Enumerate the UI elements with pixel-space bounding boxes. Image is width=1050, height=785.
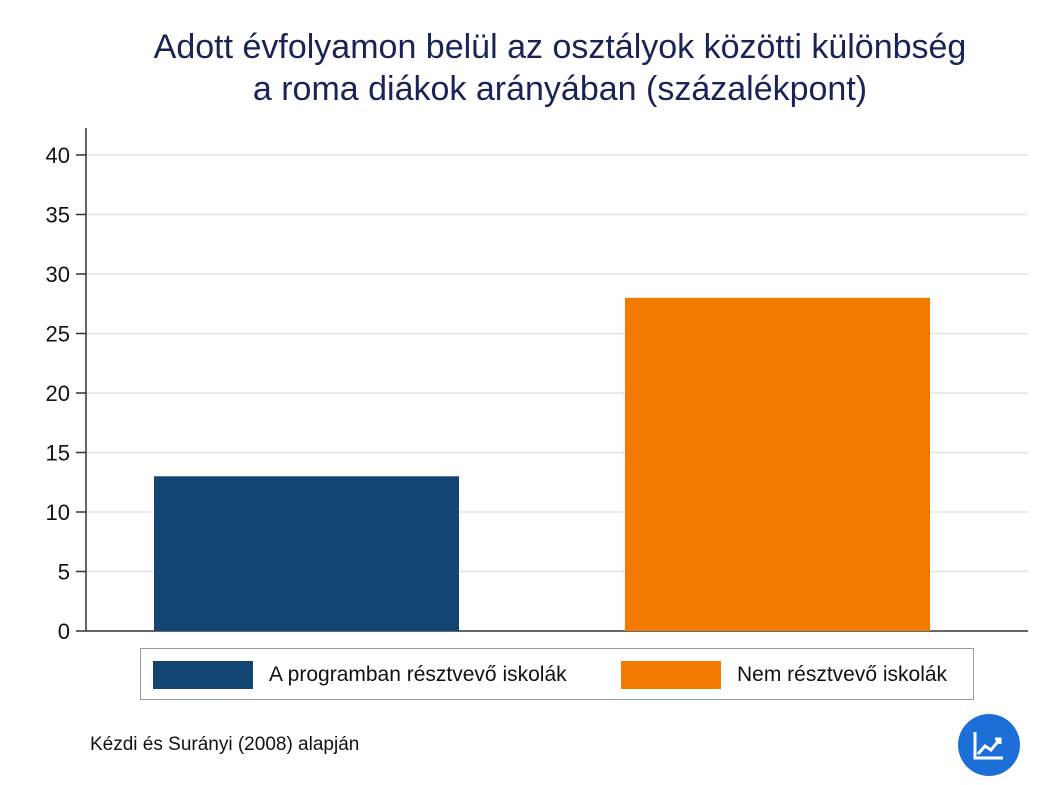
- y-tick-label: 20: [46, 381, 70, 406]
- bars: [154, 297, 930, 631]
- bar-chart: 0 5 10 15 20 25 30 35 40: [46, 128, 1028, 644]
- source-note: Kézdi és Surányi (2008) alapján: [90, 734, 360, 755]
- title-line-2: a roma diákok arányában (százalékpont): [252, 70, 868, 108]
- legend-item-non-participating: Nem résztvevő iskolák: [621, 661, 947, 689]
- trend-chart-icon: [973, 732, 1003, 760]
- logo-badge: [958, 714, 1020, 776]
- legend-label-non-participating: Nem résztvevő iskolák: [737, 663, 948, 686]
- y-tick-label: 0: [58, 619, 70, 644]
- bar-participating: [154, 476, 459, 631]
- y-tick-label: 5: [58, 560, 70, 585]
- y-tick-label: 15: [46, 441, 70, 466]
- legend-label-participating: A programban résztvevő iskolák: [269, 663, 567, 686]
- y-tick-label: 35: [46, 203, 70, 228]
- chart-title: Adott évfolyamon belül az osztályok közö…: [0, 26, 1050, 110]
- legend: A programban résztvevő iskolák Nem részt…: [140, 648, 974, 700]
- bar-non-participating: [625, 297, 930, 631]
- legend-swatch-non-participating: [621, 661, 721, 689]
- y-tick-label: 25: [46, 322, 70, 347]
- y-tick-label: 30: [46, 262, 70, 287]
- y-axis: 0 5 10 15 20 25 30 35 40: [46, 128, 1028, 644]
- y-tick-label: 10: [46, 500, 70, 525]
- y-tick-label: 40: [46, 143, 70, 168]
- title-line-1: Adott évfolyamon belül az osztályok közö…: [153, 28, 967, 66]
- legend-item-participating: A programban résztvevő iskolák: [153, 661, 567, 689]
- legend-swatch-participating: [153, 661, 253, 689]
